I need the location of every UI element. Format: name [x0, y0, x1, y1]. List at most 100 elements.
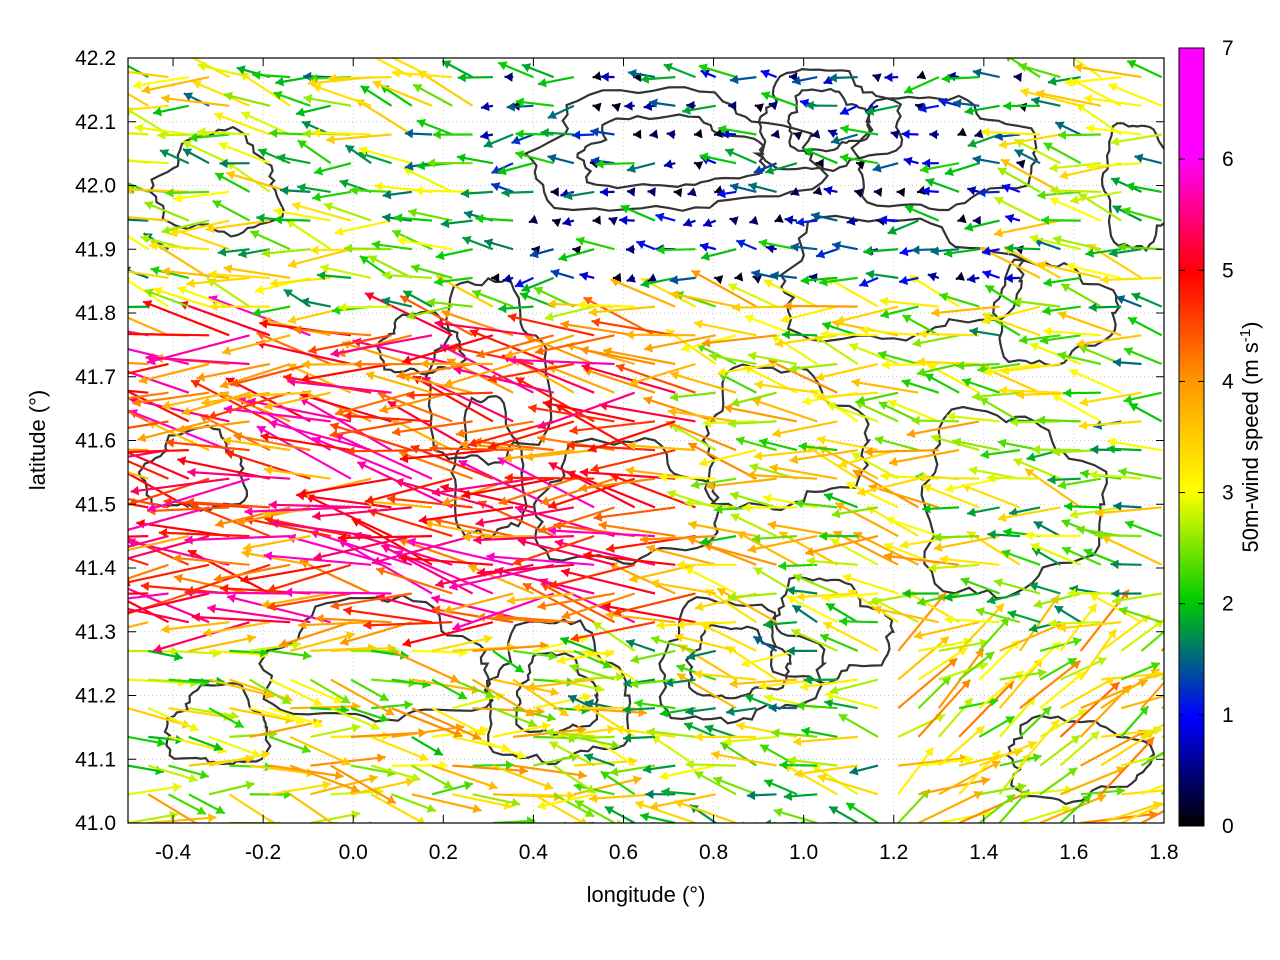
wind-arrow-shaft [147, 764, 199, 782]
wind-arrow-head [1086, 161, 1095, 172]
wind-arrow-shaft [289, 735, 351, 766]
wind-arrow-head [391, 68, 401, 78]
wind-arrow-head [74, 356, 82, 366]
wind-arrow-head [838, 459, 848, 469]
wind-arrow-shaft [1140, 630, 1164, 652]
wind-arrow-shaft [326, 133, 392, 142]
wind-arrow-head [554, 538, 564, 548]
wind-arrow-shaft [205, 219, 271, 231]
wind-arrow-head [569, 663, 579, 673]
wind-arrow-head [395, 478, 404, 488]
wind-arrow-head [648, 273, 658, 283]
wind-arrow-shaft [431, 707, 486, 736]
wind-arrow-shaft [958, 603, 1005, 652]
wind-arrow-head [548, 462, 558, 471]
wind-arrow-shaft [310, 812, 361, 823]
wind-arrow-head [547, 153, 557, 163]
wind-arrow-head [274, 214, 283, 225]
wind-arrow-shaft [184, 591, 291, 595]
contour-line [523, 86, 829, 212]
wind-arrow-shaft [338, 305, 392, 309]
wind-arrow-head [462, 236, 472, 245]
wind-arrow-head [221, 836, 230, 845]
wind-arrow-shaft [268, 503, 372, 509]
wind-arrow-shaft [312, 84, 372, 107]
wind-arrow-head [365, 292, 375, 301]
wind-arrow-shaft [1121, 789, 1164, 796]
wind-arrow-head [1076, 338, 1085, 349]
wind-arrow-head [890, 129, 900, 140]
wind-arrow-shaft [1057, 311, 1122, 337]
wind-arrow-head [595, 159, 604, 169]
wind-arrow-head [370, 721, 380, 731]
wind-arrow-head [774, 213, 784, 223]
wind-arrow-head [556, 655, 566, 665]
terrain-contours [137, 67, 1164, 806]
wind-arrow-shaft [820, 332, 879, 337]
wind-arrow-shaft [579, 347, 656, 366]
wind-arrow-head [559, 707, 569, 716]
wind-arrow-shaft [161, 621, 230, 632]
wind-arrow-head [192, 80, 202, 90]
wind-arrow-shaft [411, 678, 481, 693]
wind-arrow-head [1078, 420, 1088, 431]
wind-arrow-shaft [822, 621, 879, 652]
wind-arrow-shaft [826, 276, 879, 308]
wind-arrow-head [754, 103, 764, 113]
wind-arrow-head [723, 403, 733, 414]
wind-arrow-head [646, 544, 656, 554]
wind-arrow-head [946, 411, 956, 422]
wind-arrow-head [537, 434, 546, 444]
wind-arrow-head [811, 211, 820, 221]
wind-arrow-shaft [381, 273, 433, 279]
wind-arrow-head [292, 640, 301, 650]
wind-arrow-head [1075, 671, 1085, 681]
wind-arrow-head [95, 583, 104, 592]
wind-arrow-shaft [207, 391, 291, 419]
wind-arrow-head [503, 453, 512, 463]
wind-arrow-head [1066, 262, 1076, 272]
wind-arrow-head [411, 772, 421, 783]
wind-arrow-head [284, 838, 293, 846]
wind-arrow-head [404, 128, 413, 139]
wind-arrow-head [132, 397, 141, 407]
wind-arrow-head [1000, 159, 1011, 168]
wind-arrow-shaft [148, 816, 217, 823]
wind-arrow-head [381, 296, 391, 307]
wind-arrow-shaft [330, 592, 412, 608]
wind-arrow-head [589, 793, 598, 804]
wind-arrow-head [668, 407, 677, 417]
wind-arrow-head [92, 598, 101, 607]
wind-arrow-head [225, 449, 235, 460]
wind-arrow-head [472, 289, 482, 299]
wind-arrow-shaft [443, 592, 514, 613]
wind-arrow-shaft [753, 449, 818, 458]
wind-arrow-head [245, 780, 255, 790]
wind-arrow-head [805, 547, 815, 557]
wind-arrow-head [1047, 76, 1057, 86]
wind-arrow-head [314, 166, 324, 176]
wind-arrow-head [849, 766, 859, 776]
wind-arrow-head [1090, 444, 1099, 455]
wind-arrow-head [748, 182, 758, 192]
wind-arrow-head [460, 188, 470, 199]
wind-arrow-head [884, 72, 893, 83]
wind-arrow-head [978, 661, 988, 671]
wind-arrow-head [268, 500, 277, 510]
wind-arrow-shaft [370, 793, 426, 823]
wind-arrow-head [979, 638, 989, 648]
wind-arrow-head [236, 65, 246, 75]
wind-arrow-shaft [787, 758, 838, 767]
wind-arrow-shaft [971, 391, 1021, 399]
wind-arrow-head [461, 532, 470, 542]
wind-arrow-head [358, 146, 368, 156]
wind-arrow-head [341, 756, 351, 766]
wind-arrow-shaft [244, 506, 352, 513]
wind-arrow-shaft [881, 362, 939, 367]
wind-arrow-head [215, 805, 225, 814]
wind-arrow-head [851, 378, 861, 388]
colorbar-tick-label: 7 [1222, 37, 1234, 60]
wind-arrow-shaft [533, 636, 589, 652]
wind-arrow-head [1100, 274, 1109, 285]
wind-arrow-head [63, 601, 72, 611]
